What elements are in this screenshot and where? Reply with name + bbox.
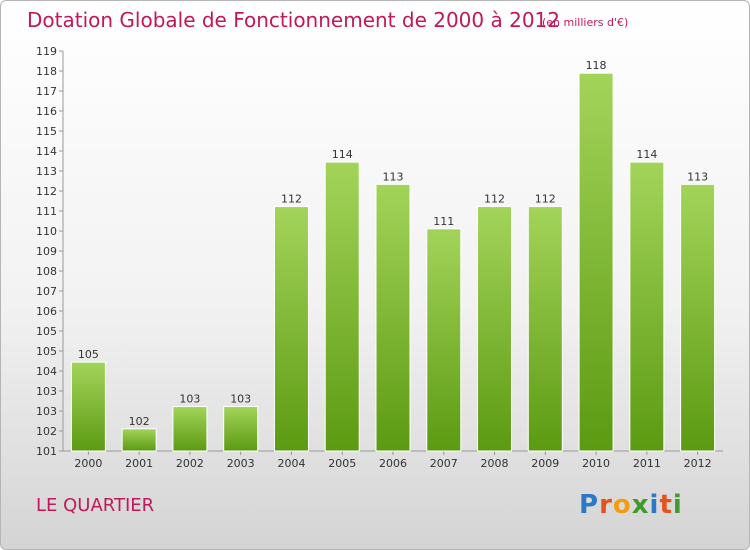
x-tick-label: 2007	[430, 457, 458, 470]
x-tick-label: 2011	[633, 457, 661, 470]
bar-2009	[527, 206, 563, 452]
y-tick-label: 103	[36, 385, 57, 398]
y-tick-label: 105	[36, 345, 57, 358]
bar-2005	[324, 161, 360, 452]
y-tick-label: 103	[36, 405, 57, 418]
bar-2012	[680, 183, 716, 452]
y-tick-label: 101	[36, 445, 57, 458]
x-tick-label: 2006	[379, 457, 407, 470]
y-tick-label: 118	[36, 65, 57, 78]
y-tick-label: 114	[36, 145, 57, 158]
bar-2011	[629, 161, 665, 452]
chart-unit: (en milliers d'€)	[542, 16, 629, 29]
x-tick-label: 2000	[74, 457, 102, 470]
y-tick-label: 112	[36, 185, 57, 198]
x-tick-label: 2005	[328, 457, 356, 470]
commune-name: LE QUARTIER	[36, 495, 155, 516]
bar-2010	[578, 72, 614, 452]
bar-value-label: 103	[179, 393, 200, 406]
y-tick-label: 109	[36, 245, 57, 258]
bar-2000	[70, 361, 106, 452]
y-tick-label: 116	[36, 105, 57, 118]
bar-2003	[223, 406, 259, 452]
bar-2007	[426, 228, 462, 452]
bar-value-label: 113	[383, 170, 404, 183]
x-tick-label: 2010	[582, 457, 610, 470]
bar-value-label: 103	[230, 393, 251, 406]
bar-value-label: 114	[332, 148, 353, 161]
x-tick-label: 2003	[227, 457, 255, 470]
bar-value-label: 114	[636, 148, 657, 161]
y-tick-label: 111	[36, 205, 57, 218]
bar-value-label: 112	[484, 193, 505, 206]
y-tick-label: 110	[36, 225, 57, 238]
x-tick-label: 2009	[531, 457, 559, 470]
bar-value-label: 102	[129, 415, 150, 428]
proxiti-logo[interactable]: Proxiti	[579, 490, 683, 520]
y-tick-label: 108	[36, 265, 57, 278]
x-tick-label: 2012	[684, 457, 712, 470]
bar-value-label: 112	[281, 193, 302, 206]
bar-2006	[375, 183, 411, 452]
y-tick-label: 106	[36, 305, 57, 318]
y-tick-label: 115	[36, 125, 57, 138]
bar-2004	[273, 206, 309, 452]
x-tick-label: 2002	[176, 457, 204, 470]
bar-value-label: 111	[433, 215, 454, 228]
x-tick-label: 2008	[481, 457, 509, 470]
y-tick-label: 105	[36, 325, 57, 338]
y-tick-label: 113	[36, 165, 57, 178]
y-tick-label: 117	[36, 85, 57, 98]
x-tick-label: 2001	[125, 457, 153, 470]
y-tick-label: 119	[36, 45, 57, 58]
bar-2002	[172, 406, 208, 452]
bar-value-label: 118	[586, 59, 607, 72]
bar-value-label: 113	[687, 170, 708, 183]
x-tick-label: 2004	[277, 457, 305, 470]
bar-2001	[121, 428, 157, 452]
bar-value-label: 112	[535, 193, 556, 206]
y-tick-label: 107	[36, 285, 57, 298]
bar-2008	[477, 206, 513, 452]
bar-value-label: 105	[78, 348, 99, 361]
y-tick-label: 102	[36, 425, 57, 438]
chart-title: Dotation Globale de Fonctionnement de 20…	[27, 8, 560, 32]
y-tick-label: 104	[36, 365, 57, 378]
